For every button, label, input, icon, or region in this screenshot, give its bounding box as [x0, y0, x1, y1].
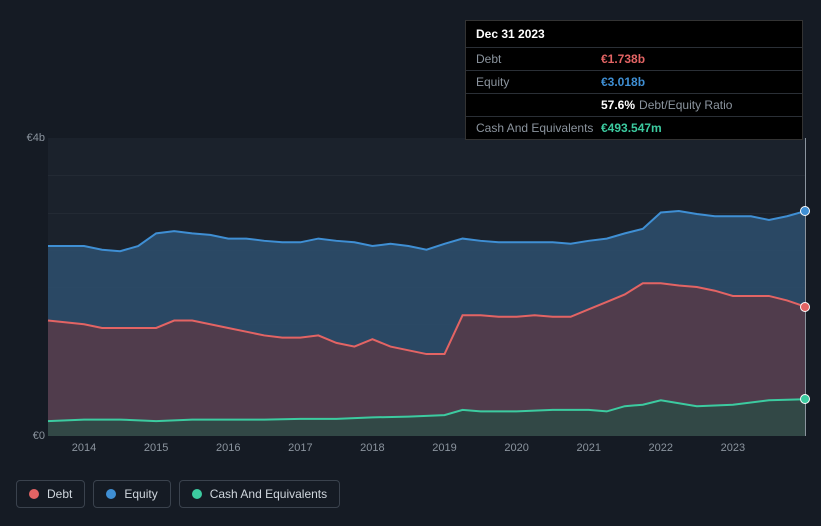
tooltip-row-value: €493.547m [601, 121, 662, 135]
x-axis-label: 2016 [216, 442, 240, 454]
x-axis-labels: 2014 2015 2016 2017 2018 2019 2020 2021 2022 2023 [48, 442, 805, 458]
tooltip-row-value: 57.6%Debt/Equity Ratio [601, 98, 732, 112]
tooltip-row: Cash And Equivalents€493.547m [466, 117, 802, 139]
tooltip-row-value: €1.738b [601, 52, 645, 66]
legend-item-debt[interactable]: Debt [16, 480, 85, 508]
x-axis-label: 2018 [360, 442, 384, 454]
tooltip-row: 57.6%Debt/Equity Ratio [466, 94, 802, 117]
legend-swatch [192, 489, 202, 499]
hover-marker-dot-equity [800, 206, 810, 216]
tooltip-row: Equity€3.018b [466, 71, 802, 94]
legend-swatch [106, 489, 116, 499]
x-axis-label: 2022 [649, 442, 673, 454]
debt-equity-chart: €0€4b 2014201520162017201820192020202120… [16, 120, 805, 480]
tooltip-row-value: €3.018b [601, 75, 645, 89]
y-axis-label: €0 [15, 430, 45, 442]
tooltip-row-suffix: Debt/Equity Ratio [639, 98, 732, 112]
legend-label: Equity [124, 487, 157, 501]
x-axis-label: 2014 [72, 442, 96, 454]
chart-plot-area[interactable] [48, 138, 805, 436]
tooltip-row-label: Equity [476, 75, 601, 89]
tooltip-date: Dec 31 2023 [466, 21, 802, 48]
hover-marker-dot-cash [800, 394, 810, 404]
x-axis-label: 2020 [504, 442, 528, 454]
legend-label: Cash And Equivalents [210, 487, 327, 501]
chart-legend: Debt Equity Cash And Equivalents [16, 480, 340, 508]
chart-series [48, 138, 805, 436]
x-axis-label: 2021 [576, 442, 600, 454]
tooltip-row-label [476, 98, 601, 112]
tooltip-row-label: Cash And Equivalents [476, 121, 601, 135]
hover-marker-dot-debt [800, 302, 810, 312]
tooltip-row: Debt€1.738b [466, 48, 802, 71]
legend-swatch [29, 489, 39, 499]
legend-item-cash[interactable]: Cash And Equivalents [179, 480, 340, 508]
legend-label: Debt [47, 487, 72, 501]
x-axis-label: 2023 [721, 442, 745, 454]
chart-tooltip: Dec 31 2023 Debt€1.738bEquity€3.018b57.6… [465, 20, 803, 140]
legend-item-equity[interactable]: Equity [93, 480, 170, 508]
x-axis-label: 2019 [432, 442, 456, 454]
x-axis-label: 2017 [288, 442, 312, 454]
x-axis-label: 2015 [144, 442, 168, 454]
tooltip-row-label: Debt [476, 52, 601, 66]
hover-marker-line [805, 138, 806, 436]
y-axis-label: €4b [15, 132, 45, 144]
